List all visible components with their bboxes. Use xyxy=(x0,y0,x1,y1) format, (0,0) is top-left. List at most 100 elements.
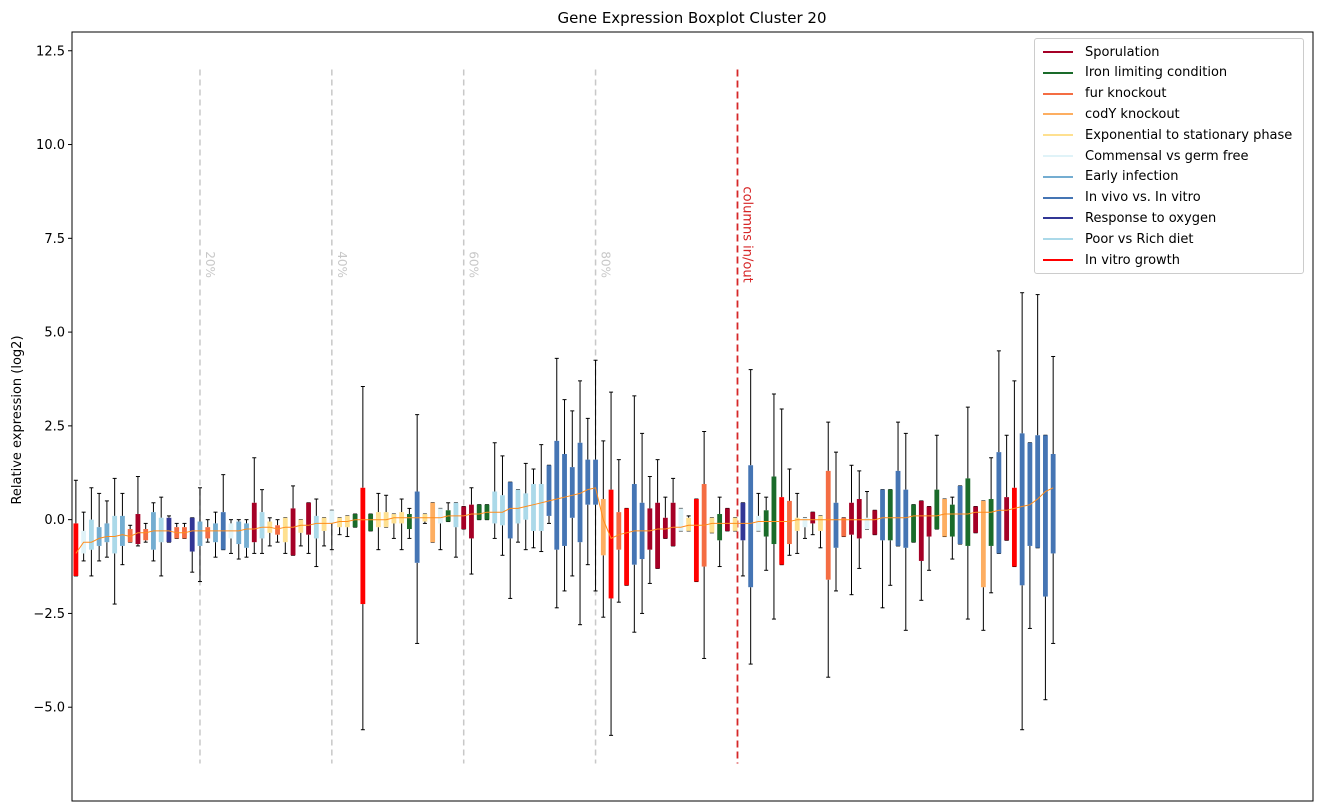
box xyxy=(911,504,916,543)
box xyxy=(476,504,482,520)
box xyxy=(569,467,575,518)
box xyxy=(802,517,808,528)
legend-swatch xyxy=(1043,175,1073,178)
box xyxy=(438,508,443,524)
box xyxy=(988,499,994,546)
box xyxy=(515,489,521,524)
legend-item: Commensal vs germ free xyxy=(1043,146,1305,166)
median-layer xyxy=(75,487,1054,554)
box xyxy=(531,484,536,531)
box xyxy=(740,502,746,541)
box xyxy=(1004,497,1010,541)
box xyxy=(538,484,544,531)
box xyxy=(244,523,249,548)
box xyxy=(469,504,474,539)
legend-label: Poor vs Rich diet xyxy=(1085,231,1194,247)
legend-label: codY knockout xyxy=(1085,106,1180,122)
legend-swatch xyxy=(1043,92,1073,95)
box xyxy=(957,485,963,545)
box xyxy=(779,497,785,565)
y-tick-label: 0.0 xyxy=(44,513,65,528)
box xyxy=(600,499,606,556)
marker-layer: 20% 40% 60% 80% columns in/out xyxy=(199,69,754,764)
legend-label: In vitro growth xyxy=(1085,252,1180,268)
box xyxy=(880,489,885,541)
box xyxy=(903,489,909,548)
box xyxy=(771,476,777,545)
box xyxy=(290,508,296,556)
chart-title: Gene Expression Boxplot Cluster 20 xyxy=(557,9,826,27)
box xyxy=(414,491,420,563)
box xyxy=(887,489,893,541)
legend-item: Iron limiting condition xyxy=(1043,63,1305,83)
box xyxy=(585,459,591,505)
box xyxy=(825,470,831,580)
box xyxy=(213,523,218,543)
box xyxy=(996,452,1002,554)
legend-item: codY knockout xyxy=(1043,104,1305,124)
box xyxy=(461,506,467,530)
percentile-label: 20% xyxy=(203,251,217,278)
box xyxy=(430,502,436,543)
percentile-label: 60% xyxy=(467,251,481,278)
legend: Sporulation Iron limiting condition fur kn… xyxy=(1034,38,1304,274)
box xyxy=(693,499,699,582)
box xyxy=(624,508,629,586)
box xyxy=(756,515,761,531)
box xyxy=(1011,487,1017,567)
y-tick-label: 10.0 xyxy=(36,138,65,153)
box xyxy=(1027,442,1033,546)
box xyxy=(352,514,358,528)
box xyxy=(391,514,397,524)
box xyxy=(662,517,668,539)
box xyxy=(895,470,901,546)
legend-label: Early infection xyxy=(1085,169,1179,185)
box xyxy=(298,519,304,533)
box xyxy=(918,500,924,561)
box xyxy=(1050,454,1056,554)
percentile-label: 40% xyxy=(335,251,349,278)
legend-swatch xyxy=(1043,217,1073,220)
box xyxy=(717,514,723,541)
legend-swatch xyxy=(1043,155,1073,157)
inout-label: columns in/out xyxy=(739,186,754,282)
legend-label: Exponential to stationary phase xyxy=(1085,127,1293,143)
box xyxy=(313,515,319,539)
box xyxy=(670,502,676,546)
box xyxy=(724,508,730,531)
y-tick-label: −2.5 xyxy=(33,607,65,622)
legend-item: Early infection xyxy=(1043,167,1305,187)
box xyxy=(73,523,79,576)
box xyxy=(197,521,203,546)
box xyxy=(934,489,940,530)
box xyxy=(577,442,583,543)
y-axis-label: Relative expression (log2) xyxy=(10,335,25,504)
legend-label: Commensal vs germ free xyxy=(1085,148,1249,164)
box xyxy=(849,502,854,535)
box xyxy=(104,523,110,543)
box xyxy=(1019,433,1025,586)
box xyxy=(251,502,257,543)
legend-swatch xyxy=(1043,51,1073,53)
box xyxy=(748,465,754,588)
box xyxy=(500,495,505,526)
legend-swatch xyxy=(1043,113,1073,116)
axes-layer: −5.0 −2.5 0.0 2.5 5.0 7.5 10.0 12.5 xyxy=(33,44,72,716)
box xyxy=(360,487,366,605)
legend-label: Iron limiting condition xyxy=(1085,65,1228,81)
box xyxy=(949,504,955,537)
box xyxy=(143,529,149,541)
box xyxy=(546,465,552,516)
legend-swatch xyxy=(1043,71,1073,74)
median-line xyxy=(75,487,1054,554)
box xyxy=(337,517,342,528)
box xyxy=(112,515,118,554)
box xyxy=(810,512,816,524)
box xyxy=(120,515,125,546)
box xyxy=(973,506,979,533)
box xyxy=(96,527,102,546)
box xyxy=(236,521,242,545)
plot-frame xyxy=(71,31,1314,802)
box xyxy=(321,517,327,531)
